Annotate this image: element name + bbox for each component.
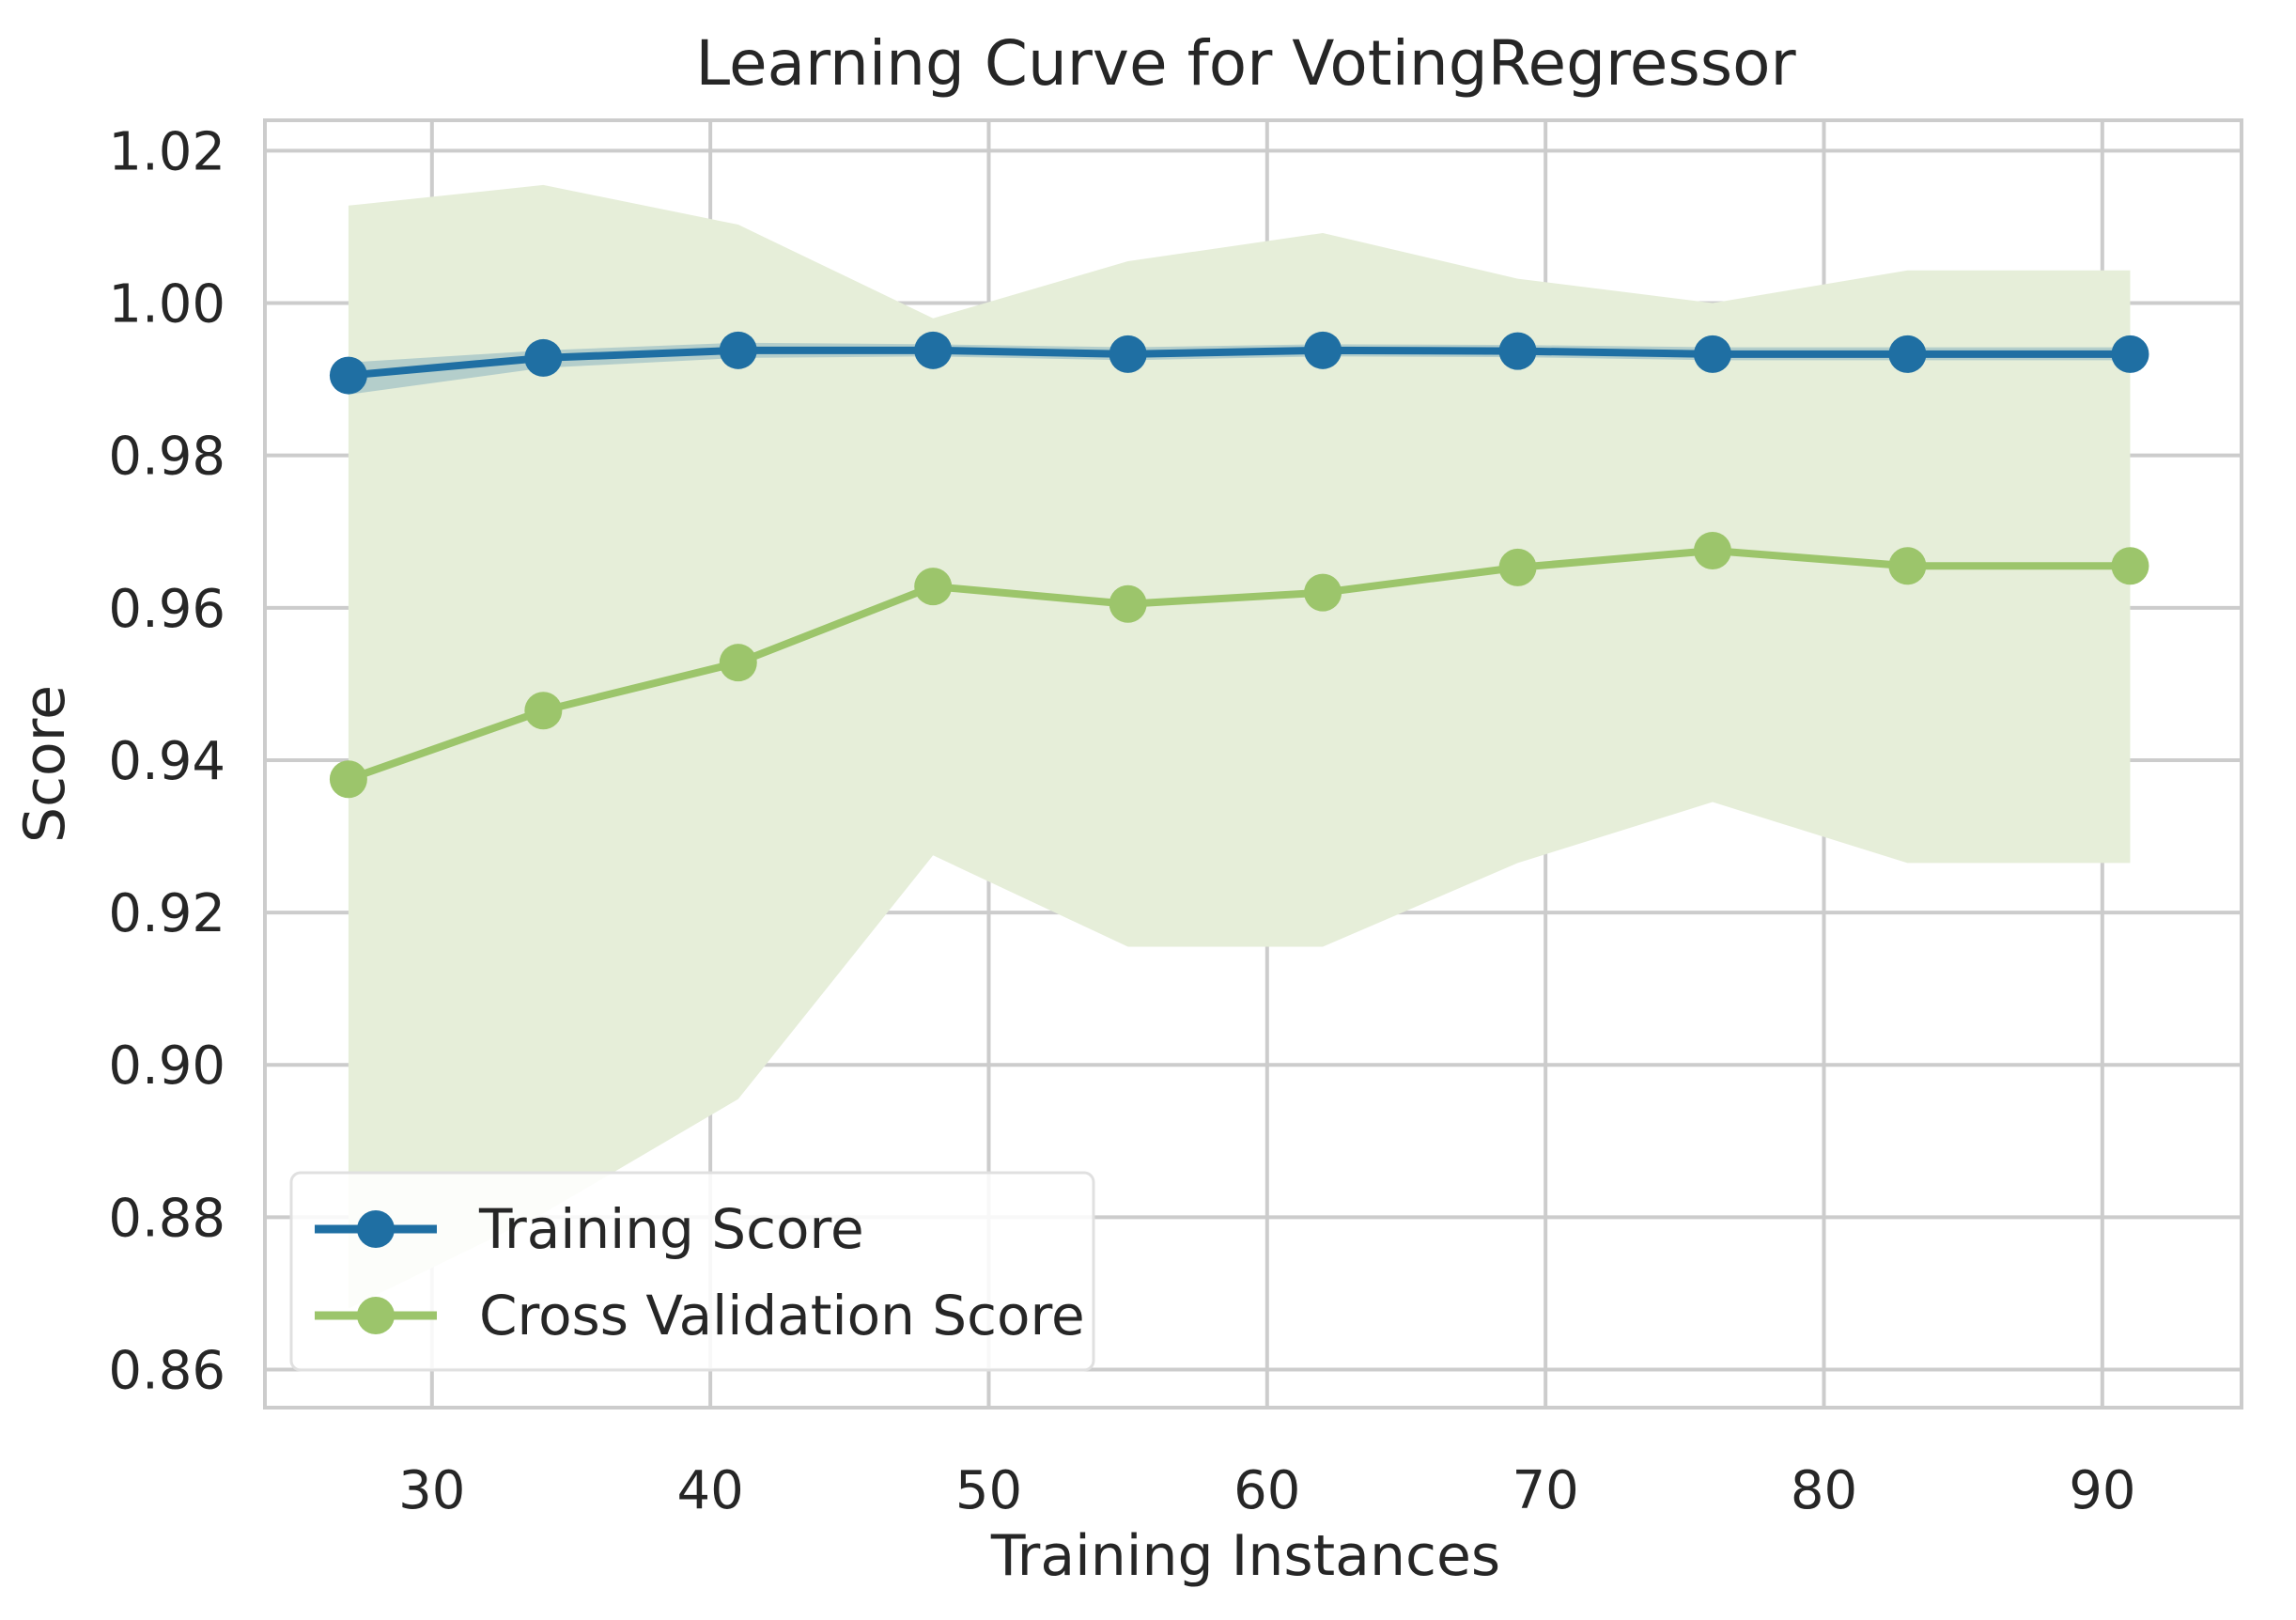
- y-axis-ticks: 0.86 0.88 0.90 0.92 0.94 0.96 0.98 1.00 1.02: [108, 121, 225, 1401]
- x-tick-label: 60: [1233, 1460, 1300, 1521]
- training-score-line: [348, 346, 2131, 380]
- training-score-point: [2111, 335, 2149, 373]
- legend-training-label: Training Score: [478, 1197, 864, 1261]
- legend-box: [289, 1171, 1095, 1372]
- cv-score-line: [347, 547, 2131, 783]
- legend: Training Score Cross Validation Score: [289, 1171, 1095, 1372]
- chart-title: Learning Curve for VotingRegressor: [695, 27, 1796, 100]
- x-tick-label: 90: [2069, 1460, 2135, 1521]
- training-score-point: [1109, 335, 1147, 373]
- x-axis-ticks: 30 40 50 60 70 80 90: [398, 1460, 2135, 1521]
- series-lines: [347, 346, 2131, 783]
- cv-score-point: [1498, 548, 1537, 586]
- training-score-point: [719, 331, 757, 369]
- cv-score-point: [1693, 532, 1731, 570]
- y-tick-label: 0.98: [108, 427, 225, 488]
- x-tick-label: 80: [1791, 1460, 1857, 1521]
- y-tick-label: 0.94: [108, 731, 225, 792]
- training-score-point: [524, 338, 563, 377]
- cv-score-band: [348, 184, 2131, 1309]
- cv-score-point: [1304, 573, 1342, 612]
- cv-score-point: [1109, 584, 1147, 623]
- cv-score-point: [1888, 547, 1927, 585]
- cv-score-point: [914, 568, 953, 606]
- legend-training-marker: [357, 1210, 395, 1248]
- y-tick-label: 0.92: [108, 883, 225, 944]
- y-tick-label: 0.96: [108, 579, 225, 640]
- training-score-point: [1304, 331, 1342, 369]
- x-axis-label: Training Instances: [990, 1523, 1500, 1589]
- x-tick-label: 50: [955, 1460, 1022, 1521]
- training-score-point: [1498, 332, 1537, 370]
- training-score-point: [329, 356, 367, 395]
- training-score-point: [1888, 335, 1927, 373]
- series-points: [329, 331, 2149, 799]
- y-tick-label: 1.02: [108, 121, 225, 182]
- cv-score-point: [524, 692, 563, 730]
- cv-score-point: [2111, 547, 2149, 585]
- x-tick-label: 70: [1513, 1460, 1579, 1521]
- x-tick-label: 30: [398, 1460, 465, 1521]
- y-tick-label: 0.90: [108, 1036, 225, 1097]
- cv-score-point: [329, 760, 367, 799]
- legend-cv-label: Cross Validation Score: [479, 1284, 1085, 1347]
- training-score-point: [914, 331, 953, 369]
- cv-score-point: [719, 644, 757, 682]
- training-score-point: [1693, 335, 1731, 373]
- y-axis-label: Score: [12, 685, 78, 843]
- legend-cv-marker: [357, 1297, 395, 1334]
- x-tick-label: 40: [677, 1460, 744, 1521]
- y-tick-label: 0.86: [108, 1340, 225, 1401]
- y-tick-label: 0.88: [108, 1188, 225, 1249]
- y-tick-label: 1.00: [108, 274, 225, 335]
